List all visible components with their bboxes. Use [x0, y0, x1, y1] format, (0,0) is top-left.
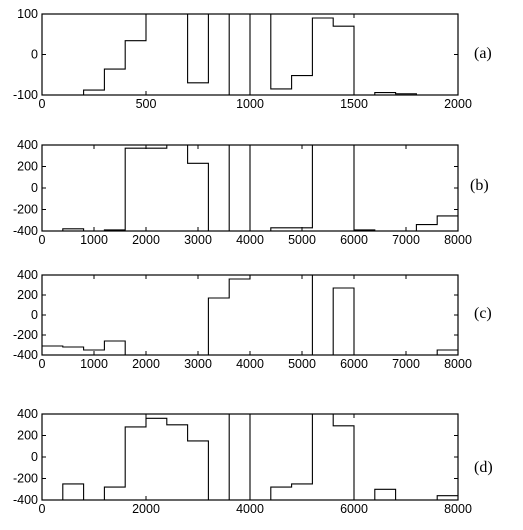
y-tick-label: 400 — [17, 268, 38, 282]
x-tick-label: 3000 — [184, 357, 212, 371]
x-tick-label: 500 — [136, 97, 157, 111]
y-tick-label: -400 — [13, 493, 38, 507]
x-tick-label: 0 — [39, 502, 46, 516]
y-tick-label: 200 — [17, 160, 38, 174]
y-tick-label: -400 — [13, 224, 38, 238]
panel-label: (a) — [474, 45, 492, 62]
x-tick-label: 2000 — [132, 233, 160, 247]
x-tick-label: 4000 — [236, 502, 264, 516]
x-tick-label: 7000 — [392, 233, 420, 247]
y-tick-label: -400 — [13, 348, 38, 362]
x-tick-label: 5000 — [288, 357, 316, 371]
x-tick-label: 0 — [39, 233, 46, 247]
y-tick-label: 0 — [31, 450, 38, 464]
panel-label: (b) — [470, 177, 489, 194]
panel-label: (d) — [474, 459, 493, 476]
panel-2: 0 1000 2000 3000 4000 5000 6000 7000 8000-400-20… — [13, 268, 492, 371]
y-tick-label: 0 — [31, 308, 38, 322]
y-tick-label: -200 — [13, 328, 38, 342]
y-tick-label: -200 — [13, 203, 38, 217]
y-tick-label: -200 — [13, 472, 38, 486]
series-line — [42, 144, 458, 232]
series-line — [42, 13, 458, 96]
y-tick-label: 200 — [17, 429, 38, 443]
panel-3: 0 2000 4000 6000 8000 -400 -200 0 200 400 (d) — [13, 407, 493, 516]
x-tick-label: 6000 — [340, 357, 368, 371]
x-tick-label: 7000 — [392, 357, 420, 371]
y-tick-label: 400 — [17, 407, 38, 421]
x-tick-label: 2000 — [444, 97, 472, 111]
x-tick-label: 1000 — [236, 97, 264, 111]
x-tick-label: 1500 — [340, 97, 368, 111]
x-tick-label: 0 — [39, 97, 46, 111]
x-tick-label: 0 — [39, 357, 46, 371]
y-tick-label: 0 — [31, 181, 38, 195]
x-tick-label: 8000 — [444, 502, 472, 516]
x-tick-label: 8000 — [444, 357, 472, 371]
x-tick-label: 4000 — [236, 233, 264, 247]
x-tick-label: 1000 — [80, 357, 108, 371]
x-tick-label: 4000 — [236, 357, 264, 371]
panel-1: 0 1000 2000 3000 4000 5000 6000 7000 8000-400-20… — [13, 138, 489, 247]
x-tick-label: 6000 — [340, 502, 368, 516]
x-tick-label: 1000 — [80, 233, 108, 247]
x-tick-label: 5000 — [288, 233, 316, 247]
panel-label: (c) — [474, 305, 492, 322]
x-tick-label: 3000 — [184, 233, 212, 247]
y-tick-label: -100 — [13, 88, 38, 102]
x-tick-label: 6000 — [340, 233, 368, 247]
x-tick-label: 8000 — [444, 233, 472, 247]
y-tick-label: 200 — [17, 288, 38, 302]
y-tick-label: 400 — [17, 138, 38, 152]
x-tick-label: 2000 — [132, 357, 160, 371]
y-tick-label: 100 — [17, 7, 38, 21]
x-tick-label: 2000 — [132, 502, 160, 516]
series-line — [42, 274, 458, 356]
y-tick-label: 0 — [31, 48, 38, 62]
series-line — [42, 413, 458, 501]
